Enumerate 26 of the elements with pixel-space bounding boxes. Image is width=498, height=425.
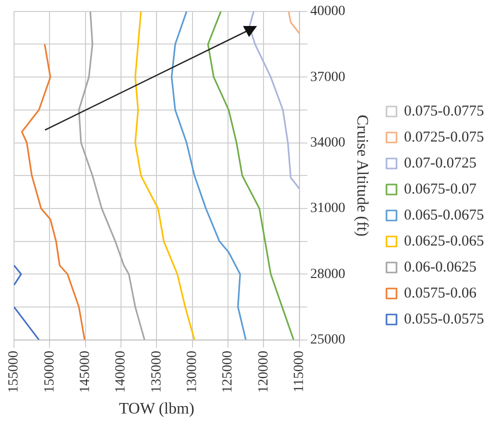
y-tick-label: 31000 [310,201,346,216]
x-tick-label: 115000 [292,350,307,392]
y-axis-title: Cruise Altitude (ft) [354,114,371,236]
legend-label: 0.0725-0.075 [404,129,484,146]
x-tick-label: 130000 [184,350,200,393]
x-tick-label: 155000 [6,350,22,393]
x-tick-label: 125000 [220,350,236,393]
x-tick-label: 120000 [256,350,272,393]
x-tick-label: 140000 [114,350,129,393]
legend-label: 0.06-0.0625 [404,259,477,276]
legend-label: 0.075-0.0775 [404,103,484,120]
x-axis-title: TOW (lbm) [118,400,194,418]
legend-label: 0.0675-0.07 [404,181,477,198]
legend-label: 0.07-0.0725 [404,155,477,172]
x-tick-label: 145000 [78,350,93,393]
legend-label: 0.065-0.0675 [404,207,484,224]
legend-label: 0.055-0.0575 [404,311,484,328]
y-tick-label: 40000 [310,4,346,20]
y-tick-label: 34000 [310,135,346,150]
y-tick-label: 37000 [310,70,346,85]
y-tick-label: 28000 [310,266,346,282]
y-tick-label: 25000 [310,332,346,348]
x-tick-label: 135000 [149,350,164,393]
legend-label: 0.0575-0.06 [404,285,477,302]
x-tick-label: 150000 [42,350,58,393]
legend-label: 0.0625-0.065 [404,233,484,250]
